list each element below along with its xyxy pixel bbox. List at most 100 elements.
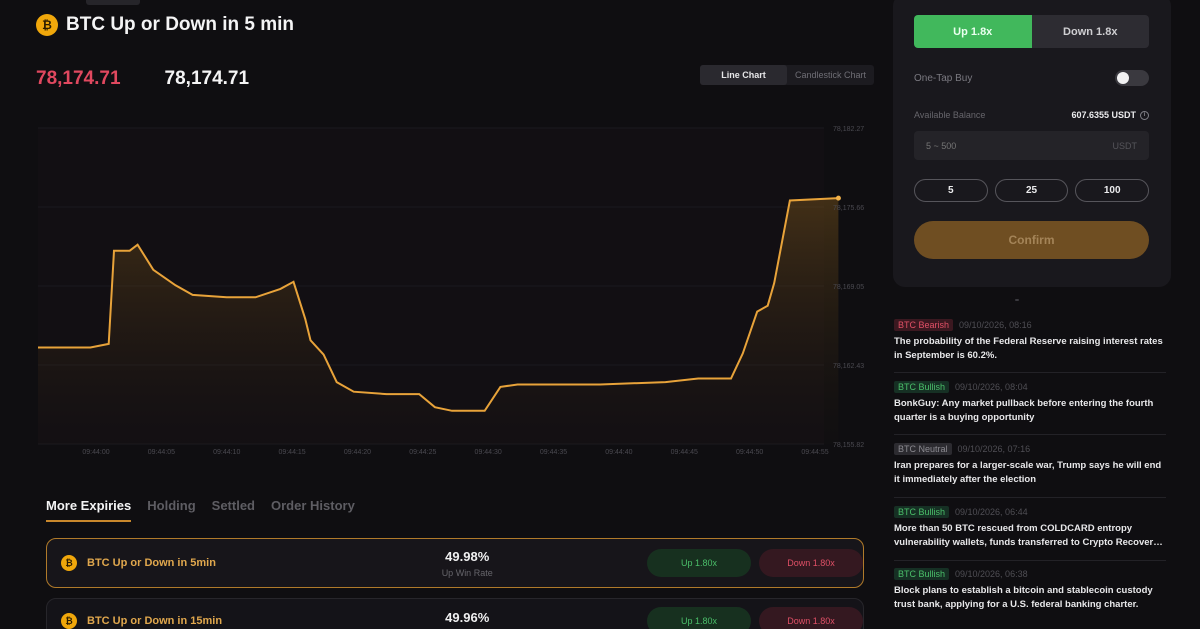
news-headline: Block plans to establish a bitcoin and s… bbox=[894, 585, 1153, 610]
news-meta: BTC Bullish 09/10/2026, 06:38 bbox=[894, 568, 1166, 580]
y-tick-label: 78,155.82 bbox=[833, 442, 864, 449]
amount-input[interactable] bbox=[926, 140, 1076, 151]
balance-value: 607.6355 USDT bbox=[1071, 110, 1136, 120]
amount-field[interactable]: USDT bbox=[914, 131, 1149, 160]
expiry-title: BTC Up or Down in 15min bbox=[87, 615, 223, 627]
x-tick-label: 09:44:20 bbox=[344, 449, 371, 456]
x-tick-label: 09:44:40 bbox=[605, 449, 632, 456]
news-item[interactable]: BTC Bullish 09/10/2026, 06:44 More than … bbox=[894, 506, 1166, 550]
expiry-win-rate: 49.96% bbox=[347, 610, 587, 625]
expiry-down-button[interactable]: Down 1.80x bbox=[759, 607, 863, 629]
news-time: 09/10/2026, 06:44 bbox=[955, 507, 1028, 517]
expiry-down-button[interactable]: Down 1.80x bbox=[759, 549, 863, 577]
tab-settled[interactable]: Settled bbox=[211, 498, 255, 513]
price-display: 78,174.71 78,174.71 bbox=[36, 68, 249, 90]
quick-amount-100[interactable]: 100 bbox=[1075, 179, 1150, 202]
up-button[interactable]: Up 1.8x bbox=[914, 15, 1032, 48]
tab-more-expiries[interactable]: More Expiries bbox=[46, 498, 132, 522]
current-price: 78,174.71 bbox=[36, 68, 121, 89]
direction-toggle: Up 1.8x Down 1.8x bbox=[914, 15, 1149, 48]
reference-price: 78,174.71 bbox=[164, 68, 250, 89]
balance-label: Available Balance bbox=[914, 110, 986, 120]
expiry-row-15min[interactable]: ₿ BTC Up or Down in 15min 49.96% Up 1.80… bbox=[46, 598, 864, 629]
quick-amount-5[interactable]: 5 bbox=[914, 179, 988, 202]
balance-value-group: 607.6355 USDT i bbox=[1071, 110, 1149, 120]
news-item[interactable]: BTC Neutral 09/10/2026, 07:16 Iran prepa… bbox=[894, 443, 1166, 487]
x-tick-label: 09:44:30 bbox=[475, 449, 502, 456]
bitcoin-icon: ₿ bbox=[61, 613, 77, 629]
expiry-title: BTC Up or Down in 5min bbox=[87, 557, 216, 569]
sentiment-badge: BTC Neutral bbox=[894, 443, 952, 455]
x-tick-label: 09:44:15 bbox=[278, 449, 305, 456]
toggle-knob bbox=[1117, 72, 1129, 84]
x-tick-label: 09:44:35 bbox=[540, 449, 567, 456]
news-time: 09/10/2026, 07:16 bbox=[957, 444, 1031, 454]
x-tick-label: 09:44:25 bbox=[409, 449, 436, 456]
price-chart: 78,182.27 78,175.66 78,169.05 78,162.43 78,1… bbox=[38, 126, 864, 456]
news-divider bbox=[894, 372, 1166, 373]
expiry-up-button[interactable]: Up 1.80x bbox=[647, 549, 751, 577]
current-price-dot bbox=[835, 195, 841, 201]
news-item[interactable]: BTC Bearish 09/10/2026, 08:16 The probab… bbox=[894, 319, 1166, 363]
expiry-actions: Up 1.80x Down 1.80x bbox=[647, 549, 863, 577]
page-header: ₿ BTC Up or Down in 5 min bbox=[36, 14, 294, 36]
tab-order-history[interactable]: Order History bbox=[271, 498, 355, 513]
news-headline: More than 50 BTC rescued from COLDCARD e… bbox=[894, 523, 1163, 548]
news-headline: BonkGuy: Any market pullback before ente… bbox=[894, 398, 1154, 423]
balance-row: Available Balance 607.6355 USDT i bbox=[914, 110, 1149, 120]
x-tick-label: 09:44:45 bbox=[671, 449, 698, 456]
chart-type-toggle: Line Chart Candlestick Chart bbox=[700, 65, 874, 85]
panel-indicator bbox=[1015, 299, 1019, 301]
candlestick-chart-tab[interactable]: Candlestick Chart bbox=[794, 70, 867, 80]
x-tick-label: 09:44:10 bbox=[213, 449, 240, 456]
news-meta: BTC Bullish 09/10/2026, 08:04 bbox=[894, 381, 1166, 393]
y-tick-label: 78,175.66 bbox=[833, 205, 864, 212]
news-time: 09/10/2026, 08:04 bbox=[955, 382, 1028, 392]
news-time: 09/10/2026, 06:38 bbox=[955, 569, 1028, 579]
quick-amounts: 5 25 100 bbox=[914, 179, 1150, 202]
one-tap-toggle[interactable] bbox=[1115, 70, 1149, 86]
news-item[interactable]: BTC Bullish 09/10/2026, 06:38 Block plan… bbox=[894, 568, 1166, 612]
y-tick-label: 78,169.05 bbox=[833, 284, 864, 291]
sentiment-badge: BTC Bearish bbox=[894, 319, 954, 331]
news-headline: The probability of the Federal Reserve r… bbox=[894, 336, 1163, 361]
y-axis-labels: 78,182.27 78,175.66 78,169.05 78,162.43 78,1… bbox=[833, 126, 864, 449]
news-item[interactable]: BTC Bullish 09/10/2026, 08:04 BonkGuy: A… bbox=[894, 381, 1166, 425]
price-line bbox=[38, 197, 839, 412]
quick-amount-25[interactable]: 25 bbox=[994, 179, 1069, 202]
sentiment-badge: BTC Bullish bbox=[894, 381, 950, 393]
news-divider bbox=[894, 560, 1166, 561]
page-title: BTC Up or Down in 5 min bbox=[66, 14, 294, 35]
one-tap-row: One-Tap Buy bbox=[914, 70, 1149, 86]
amount-unit: USDT bbox=[1112, 140, 1138, 151]
top-tab-stub bbox=[86, 0, 140, 5]
x-axis-labels: 09:44:00 09:44:05 09:44:10 09:44:15 09:44:20… bbox=[82, 449, 828, 456]
win-rate-value: 49.96% bbox=[445, 609, 490, 625]
expiry-up-button[interactable]: Up 1.80x bbox=[647, 607, 751, 629]
news-headline: Iran prepares for a larger-scale war, Tr… bbox=[894, 460, 1162, 485]
win-rate-value: 49.98% bbox=[445, 548, 490, 564]
line-chart-tab[interactable]: Line Chart bbox=[700, 65, 787, 85]
one-tap-label: One-Tap Buy bbox=[914, 72, 973, 84]
x-tick-label: 09:44:50 bbox=[736, 449, 763, 456]
x-tick-label: 09:44:00 bbox=[82, 449, 109, 456]
sentiment-badge: BTC Bullish bbox=[894, 568, 950, 580]
y-tick-label: 78,162.43 bbox=[833, 363, 864, 370]
expiry-title-group: ₿ BTC Up or Down in 15min bbox=[61, 613, 337, 629]
x-tick-label: 09:44:55 bbox=[801, 449, 828, 456]
expiry-title-group: ₿ BTC Up or Down in 5min bbox=[61, 555, 337, 571]
price-area-fill bbox=[38, 198, 839, 444]
expiry-row-5min[interactable]: ₿ BTC Up or Down in 5min 49.98% Up Win R… bbox=[46, 538, 864, 588]
win-rate-label: Up Win Rate bbox=[441, 567, 493, 578]
y-tick-label: 78,182.27 bbox=[833, 126, 864, 133]
bitcoin-icon: ₿ bbox=[36, 14, 58, 36]
info-icon[interactable]: i bbox=[1140, 110, 1149, 120]
position-tabs: More Expiries Holding Settled Order Hist… bbox=[46, 498, 355, 522]
news-divider bbox=[894, 497, 1166, 498]
news-meta: BTC Neutral 09/10/2026, 07:16 bbox=[894, 443, 1166, 455]
bitcoin-icon: ₿ bbox=[61, 555, 77, 571]
down-button[interactable]: Down 1.8x bbox=[1031, 15, 1149, 48]
news-meta: BTC Bearish 09/10/2026, 08:16 bbox=[894, 319, 1166, 331]
confirm-button[interactable]: Confirm bbox=[914, 221, 1149, 259]
tab-holding[interactable]: Holding bbox=[147, 498, 196, 513]
